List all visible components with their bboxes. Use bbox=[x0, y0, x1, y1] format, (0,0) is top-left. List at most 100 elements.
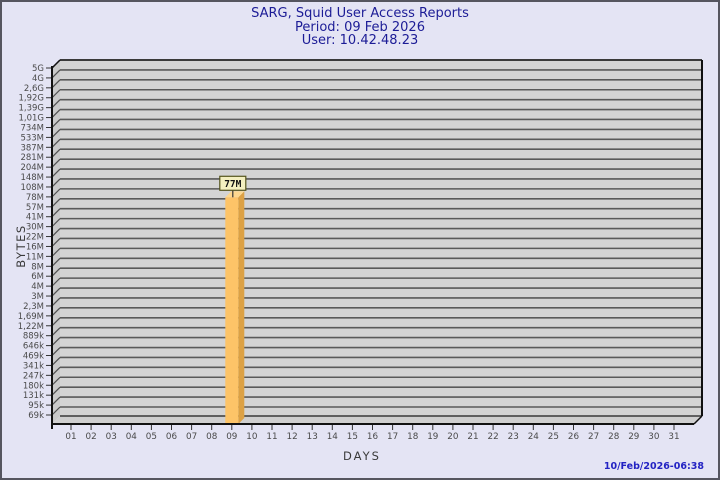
y-tick-label: 6M bbox=[31, 272, 44, 282]
y-tick-label: 646k bbox=[23, 342, 44, 352]
x-tick-label: 12 bbox=[286, 432, 297, 442]
x-tick-label: 30 bbox=[648, 432, 660, 442]
y-tick-label: 341k bbox=[23, 361, 44, 371]
generation-timestamp: 10/Feb/2026-06:38 bbox=[603, 461, 704, 472]
y-tick-slant bbox=[51, 168, 61, 178]
x-tick-label: 05 bbox=[146, 432, 157, 442]
y-tick-slant bbox=[51, 257, 61, 267]
y-tick-slant bbox=[51, 357, 61, 366]
y-tick-label: 11M bbox=[26, 252, 44, 262]
y-tick-slant bbox=[51, 79, 61, 89]
y-tick-label: 1,01G bbox=[18, 114, 44, 124]
x-tick-label: 26 bbox=[568, 432, 580, 442]
x-tick-label: 13 bbox=[307, 432, 318, 442]
y-tick-slant bbox=[51, 128, 61, 138]
y-tick-slant bbox=[51, 307, 61, 317]
y-tick-slant bbox=[51, 158, 61, 168]
x-tick-label: 22 bbox=[487, 432, 498, 442]
y-tick-slant bbox=[51, 119, 61, 128]
x-tick-label: 21 bbox=[467, 432, 478, 442]
x-tick-label: 03 bbox=[106, 432, 117, 442]
y-tick-label: 1,22M bbox=[18, 322, 44, 332]
y-tick-slant bbox=[51, 297, 61, 307]
y-tick-label: 533M bbox=[20, 133, 44, 143]
y-tick-label: 4G bbox=[32, 74, 44, 84]
y-tick-slant bbox=[51, 218, 61, 228]
bar-side bbox=[238, 191, 245, 424]
x-axis-title: DAYS bbox=[343, 449, 381, 463]
plot-floor-3d bbox=[52, 416, 702, 424]
bar-value-label: 77M bbox=[224, 179, 241, 190]
y-axis-title: BYTES bbox=[14, 224, 28, 267]
x-tick-label: 08 bbox=[206, 432, 217, 442]
bar-front bbox=[225, 197, 239, 424]
y-tick-label: 8M bbox=[31, 262, 44, 272]
y-tick-label: 204M bbox=[20, 163, 44, 173]
y-tick-label: 41M bbox=[26, 213, 44, 223]
y-tick-label: 3M bbox=[31, 292, 44, 302]
y-tick-label: 889k bbox=[23, 332, 44, 342]
x-tick-label: 06 bbox=[166, 432, 178, 442]
y-tick-label: 78M bbox=[26, 193, 44, 203]
bar-value-box bbox=[219, 175, 247, 191]
y-tick-slant bbox=[51, 247, 61, 257]
chart-user: User: 10.42.48.23 bbox=[301, 33, 419, 48]
x-tick-label: 19 bbox=[427, 432, 438, 442]
x-tick-label: 20 bbox=[447, 432, 459, 442]
y-tick-label: 1,92G bbox=[18, 94, 44, 104]
x-tick-label: 23 bbox=[508, 432, 519, 442]
y-tick-label: 1,69M bbox=[18, 312, 44, 322]
y-tick-label: 247k bbox=[23, 371, 44, 381]
chart-period: Period: 09 Feb 2026 bbox=[295, 19, 425, 35]
y-tick-slant bbox=[51, 178, 61, 188]
y-tick-slant bbox=[51, 347, 61, 356]
y-tick-slant bbox=[51, 376, 61, 386]
y-tick-slant bbox=[51, 198, 61, 208]
y-tick-label: 57M bbox=[26, 203, 44, 213]
y-tick-slant bbox=[51, 267, 61, 277]
y-tick-slant bbox=[51, 406, 61, 416]
x-tick-label: 15 bbox=[347, 432, 358, 442]
x-tick-label: 04 bbox=[126, 432, 138, 442]
y-tick-slant bbox=[51, 69, 61, 79]
y-tick-label: 148M bbox=[20, 173, 44, 183]
x-tick-label: 28 bbox=[608, 432, 619, 442]
x-tick-label: 31 bbox=[668, 432, 679, 442]
wall-top-edge bbox=[51, 59, 61, 69]
x-tick-label: 29 bbox=[628, 432, 639, 442]
x-tick-label: 18 bbox=[407, 432, 418, 442]
y-tick-label: 5G bbox=[32, 64, 44, 74]
y-tick-slant bbox=[51, 188, 61, 198]
floor-right-edge bbox=[693, 415, 703, 425]
y-tick-slant bbox=[51, 99, 61, 109]
y-tick-label: 69k bbox=[28, 411, 44, 421]
y-tick-slant bbox=[51, 327, 61, 337]
x-tick-label: 17 bbox=[387, 432, 398, 442]
y-tick-label: 16M bbox=[26, 242, 44, 252]
y-tick-label: 2,6G bbox=[24, 84, 44, 94]
y-tick-label: 387M bbox=[20, 143, 44, 153]
y-tick-label: 108M bbox=[20, 183, 44, 193]
y-tick-label: 30M bbox=[26, 223, 44, 233]
x-tick-label: 14 bbox=[327, 432, 339, 442]
x-tick-label: 09 bbox=[226, 432, 237, 442]
y-tick-slant bbox=[51, 148, 61, 158]
y-tick-slant bbox=[51, 208, 61, 218]
y-tick-slant bbox=[51, 277, 61, 287]
y-tick-slant bbox=[51, 396, 61, 406]
y-tick-slant bbox=[51, 386, 61, 396]
x-tick-label: 16 bbox=[367, 432, 379, 442]
y-tick-slant bbox=[51, 109, 61, 118]
x-tick-label: 24 bbox=[528, 432, 540, 442]
y-tick-label: 1,39G bbox=[18, 104, 44, 114]
y-tick-label: 131k bbox=[23, 391, 44, 401]
y-tick-slant bbox=[51, 138, 61, 148]
bar-top bbox=[225, 191, 245, 198]
y-tick-slant bbox=[51, 317, 61, 327]
y-tick-label: 2,3M bbox=[23, 302, 44, 312]
y-tick-label: 180k bbox=[23, 381, 44, 391]
x-tick-label: 01 bbox=[65, 432, 76, 442]
y-tick-label: 22M bbox=[26, 233, 44, 243]
